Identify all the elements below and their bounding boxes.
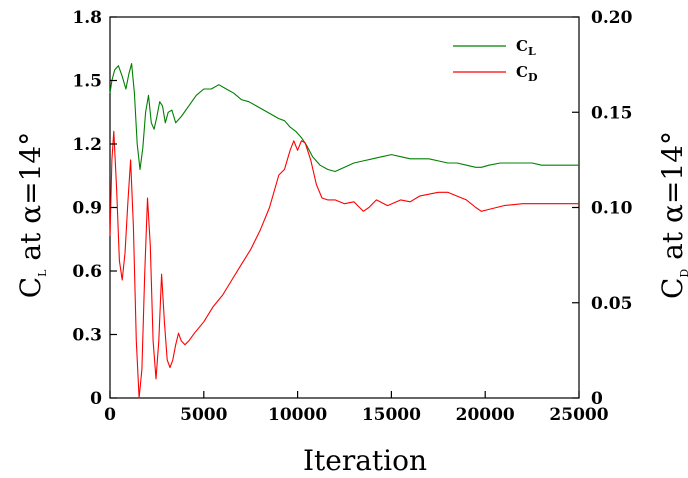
legend: CL CD (453, 37, 538, 84)
plot-frame (109, 16, 580, 399)
y-left-tick-label: 0.9 (72, 199, 102, 219)
y-right-axis-ticks: 0 0.05 0.10 0.15 0.20 (572, 8, 633, 409)
x-axis-ticks: 0 5000 10000 15000 20000 25000 (104, 391, 609, 425)
legend-cl-main: C (516, 37, 528, 55)
y-right-axis-title: CD at α=14° (656, 131, 688, 299)
y-left-axis-ticks: 0 0.3 0.6 0.9 1.2 1.5 1.8 (72, 8, 117, 409)
y-right-tick-label: 0 (591, 389, 603, 409)
y-right-tick-label: 0.05 (591, 294, 632, 314)
legend-cl-sub: L (528, 45, 536, 58)
y-left-tick-label: 0.6 (72, 262, 102, 282)
y-right-tick-label: 0.20 (591, 8, 633, 28)
x-tick-label: 25000 (549, 405, 608, 425)
y-left-title-main: C (14, 277, 47, 298)
y-right-tick-label: 0.15 (591, 103, 632, 123)
series-line-cd (109, 130, 579, 399)
y-left-tick-label: 0 (90, 389, 102, 409)
x-tick-label: 5000 (180, 405, 227, 425)
x-tick-label: 20000 (456, 405, 515, 425)
y-right-title-main: C (656, 278, 688, 299)
y-left-tick-label: 0.3 (72, 326, 102, 346)
y-right-title-rest: at α=14° (656, 131, 688, 269)
series-line-cl (109, 63, 579, 173)
x-tick-label: 15000 (362, 405, 421, 425)
x-axis-title: Iteration (303, 444, 427, 477)
y-left-title-sub: L (36, 269, 49, 277)
legend-cd-main: C (516, 63, 528, 81)
plot-border (109, 16, 580, 399)
y-left-title-rest: at α=14° (14, 132, 47, 270)
legend-label-cl: CL (516, 37, 536, 58)
x-tick-label: 10000 (268, 405, 327, 425)
y-right-tick-label: 0.10 (591, 199, 633, 219)
legend-label-cd: CD (516, 63, 538, 84)
legend-cd-sub: D (528, 71, 538, 84)
y-left-axis-title: CL at α=14° (14, 132, 49, 299)
x-tick-label: 0 (104, 405, 116, 425)
y-left-tick-label: 1.2 (72, 135, 102, 155)
y-left-tick-label: 1.5 (72, 72, 102, 92)
y-left-tick-label: 1.8 (72, 8, 102, 28)
y-right-title-sub: D (678, 269, 688, 278)
series-layer (109, 63, 579, 399)
